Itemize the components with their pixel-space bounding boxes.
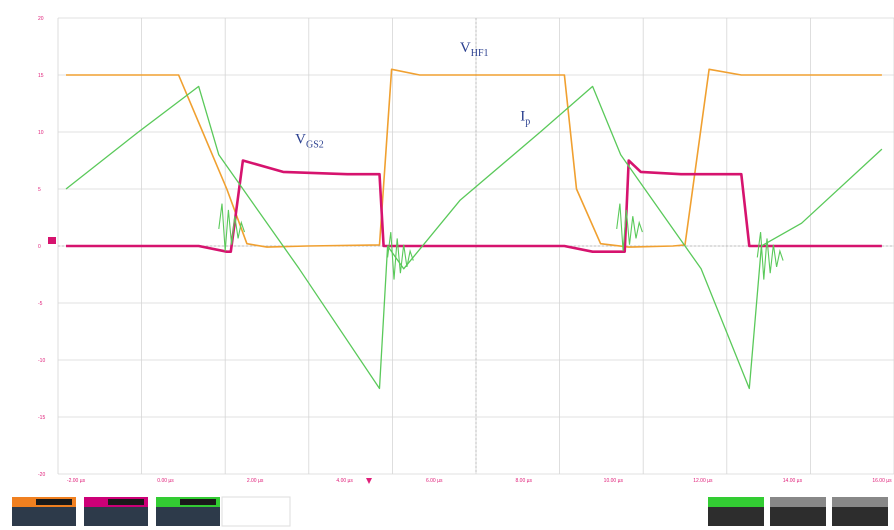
axes: 20 15 10 5 0 -5 -10 -15 -20 -2.00 µs 0.00 µs 2.00 µ… bbox=[38, 16, 892, 484]
y-tick-label: 20 bbox=[38, 16, 44, 22]
x-tick-label: 12.00 µs bbox=[693, 478, 713, 484]
series-line-v-gs2 bbox=[66, 159, 882, 253]
channel-panel-body[interactable] bbox=[156, 507, 220, 526]
channel-panel-readout bbox=[108, 499, 144, 505]
timebase-panel-body[interactable] bbox=[832, 507, 888, 526]
channel-panel-readout bbox=[36, 499, 72, 505]
annotation-i-p: Ip bbox=[520, 109, 530, 128]
x-tick-label: 2.00 µs bbox=[247, 478, 264, 484]
timebase-panel-body[interactable] bbox=[708, 507, 764, 526]
x-tick-label: 14.00 µs bbox=[783, 478, 803, 484]
y-tick-label: -15 bbox=[38, 415, 45, 421]
x-tick-label: 6.00 µs bbox=[426, 478, 443, 484]
y-tick-label: 10 bbox=[38, 130, 44, 136]
ringing-ip-4 bbox=[756, 232, 784, 280]
timebase-panel-header[interactable] bbox=[708, 497, 764, 507]
x-tick-label: 4.00 µs bbox=[336, 478, 353, 484]
series-line-i-p bbox=[65, 85, 883, 390]
y-tick-label: 0 bbox=[38, 244, 41, 250]
bottom-panels bbox=[12, 496, 888, 527]
x-tick-label: 10.00 µs bbox=[604, 478, 624, 484]
timebase-panel-header[interactable] bbox=[770, 497, 826, 507]
series-layer bbox=[65, 68, 883, 390]
annotation-v-hf1: VHF1 bbox=[460, 40, 489, 59]
channel-panel-readout bbox=[180, 499, 216, 505]
ground-marker-icon bbox=[48, 237, 56, 244]
channel-panel-body[interactable] bbox=[84, 507, 148, 526]
x-tick-label: 0.00 µs bbox=[157, 478, 174, 484]
timebase-panel-header[interactable] bbox=[832, 497, 888, 507]
annotations: VHF1 VGS2 Ip bbox=[295, 40, 530, 150]
timebase-panel-body[interactable] bbox=[770, 507, 826, 526]
series-line-v-hf1 bbox=[66, 68, 882, 248]
annotation-v-gs2: VGS2 bbox=[295, 131, 324, 150]
y-tick-label: -20 bbox=[38, 472, 45, 478]
channel-panel-body[interactable] bbox=[12, 507, 76, 526]
trigger-marker-icon bbox=[366, 478, 372, 484]
y-tick-label: -5 bbox=[38, 301, 43, 307]
x-tick-label: 16.00 µs bbox=[872, 478, 892, 484]
y-tick-label: -10 bbox=[38, 358, 45, 364]
y-tick-label: 15 bbox=[38, 73, 44, 79]
ringing-ip-3 bbox=[616, 203, 643, 252]
y-tick-label: 5 bbox=[38, 187, 41, 193]
channel-ground-marker bbox=[48, 237, 56, 244]
ringing-ip-2 bbox=[387, 232, 414, 280]
x-tick-label: 8.00 µs bbox=[516, 478, 533, 484]
ringing-ip-1 bbox=[218, 203, 246, 252]
channel-panel-empty bbox=[221, 496, 291, 527]
x-tick-label: -2.00 µs bbox=[67, 478, 86, 484]
